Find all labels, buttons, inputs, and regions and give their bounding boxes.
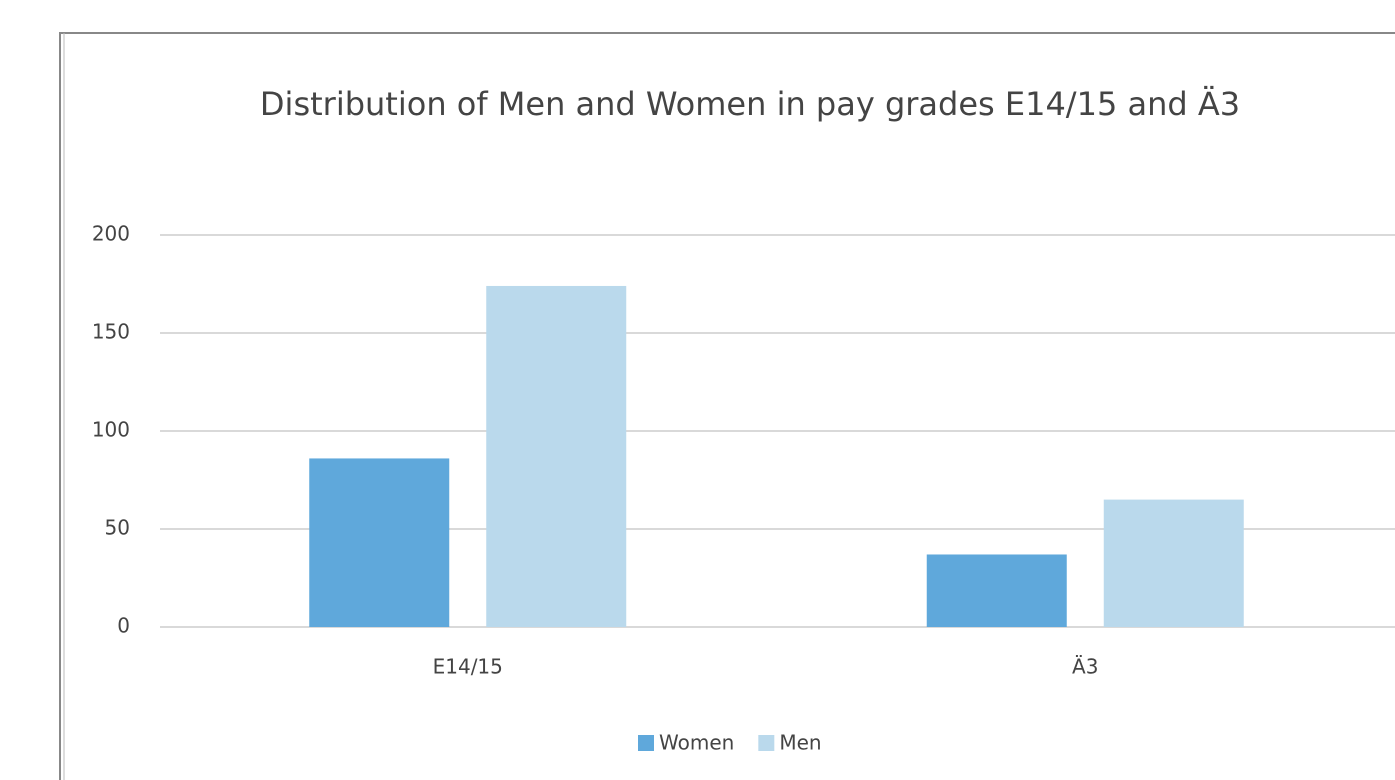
y-tick-label: 100: [92, 418, 130, 442]
y-tick-label: 150: [92, 320, 130, 344]
y-tick-label: 0: [117, 614, 130, 638]
bar: [486, 285, 627, 627]
bar: [1103, 499, 1244, 627]
legend-label: Men: [779, 731, 821, 755]
chart-frame: [59, 32, 1395, 780]
bar: [926, 554, 1067, 627]
legend-label: Women: [659, 731, 734, 755]
y-tick-label: 50: [105, 516, 130, 540]
y-tick-label: 200: [92, 222, 130, 246]
x-tick-label: E14/15: [433, 655, 503, 679]
chart-title: Distribution of Men and Women in pay gra…: [259, 85, 1241, 123]
bar: [309, 458, 450, 627]
legend-swatch: [638, 735, 654, 751]
x-tick-label: Ä3: [1072, 655, 1098, 679]
legend-swatch: [758, 735, 775, 751]
